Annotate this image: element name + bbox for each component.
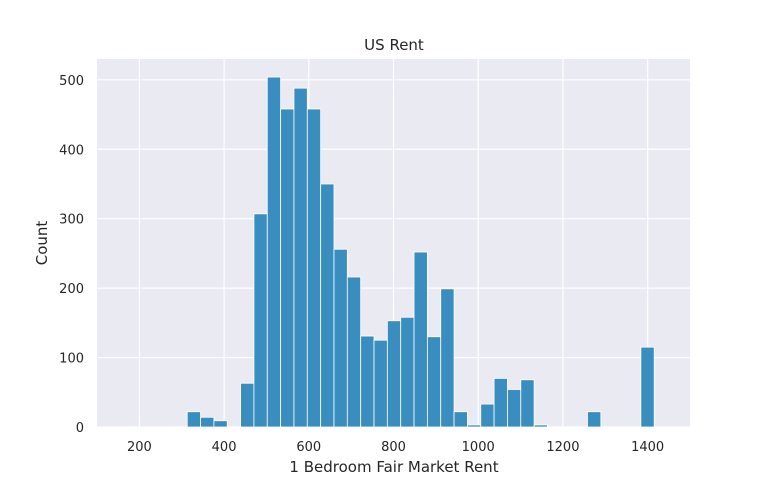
histogram-bar: [467, 424, 482, 428]
histogram-bar: [640, 346, 655, 428]
histogram-bar: [426, 336, 442, 428]
histogram-bar: [400, 316, 415, 428]
histogram-bar: [520, 379, 535, 428]
histogram-bar: [293, 87, 308, 428]
x-tick-label: 1400: [631, 440, 664, 455]
histogram-bar: [373, 339, 388, 428]
histogram-bar: [186, 411, 201, 428]
histogram-bar: [306, 108, 322, 428]
histogram-bar: [453, 411, 468, 428]
x-tick-label: 600: [296, 440, 321, 455]
y-tick-labels: 0 100 200 300 400 500: [59, 74, 84, 436]
histogram-bar: [213, 420, 228, 428]
y-tick-label: 0: [76, 421, 84, 436]
histogram-bar: [320, 183, 335, 428]
y-tick-label: 100: [59, 352, 84, 367]
histogram-bar: [253, 213, 268, 428]
histogram-bars: [186, 76, 655, 428]
histogram-bar: [266, 76, 282, 428]
x-tick-label: 1200: [546, 440, 579, 455]
histogram-bar: [200, 416, 215, 428]
x-tick-label: 1000: [462, 440, 495, 455]
x-tick-label: 200: [127, 440, 152, 455]
y-tick-label: 500: [59, 74, 84, 89]
y-tick-label: 200: [59, 282, 84, 297]
histogram-bar: [507, 389, 522, 428]
histogram-bar: [240, 382, 255, 428]
x-tick-label: 400: [212, 440, 237, 455]
y-axis-label: Count: [33, 221, 51, 266]
histogram-bar: [480, 403, 495, 428]
y-tick-label: 300: [59, 213, 84, 228]
histogram-bar: [333, 248, 348, 428]
histogram-bar: [440, 288, 455, 428]
histogram-bar: [533, 424, 548, 428]
histogram-bar: [346, 276, 362, 428]
histogram-bar: [360, 335, 375, 428]
chart-title: US Rent: [364, 36, 424, 54]
y-tick-label: 400: [59, 143, 84, 158]
histogram-bar: [413, 251, 428, 428]
histogram-bar: [386, 320, 402, 428]
x-tick-label: 800: [381, 440, 406, 455]
histogram-bar: [280, 108, 295, 428]
x-axis-label: 1 Bedroom Fair Market Rent: [289, 458, 498, 476]
histogram-bar: [493, 377, 508, 428]
histogram-bar: [587, 411, 602, 428]
x-tick-labels: 200 400 600 800 1000 1200 1400: [127, 440, 664, 455]
